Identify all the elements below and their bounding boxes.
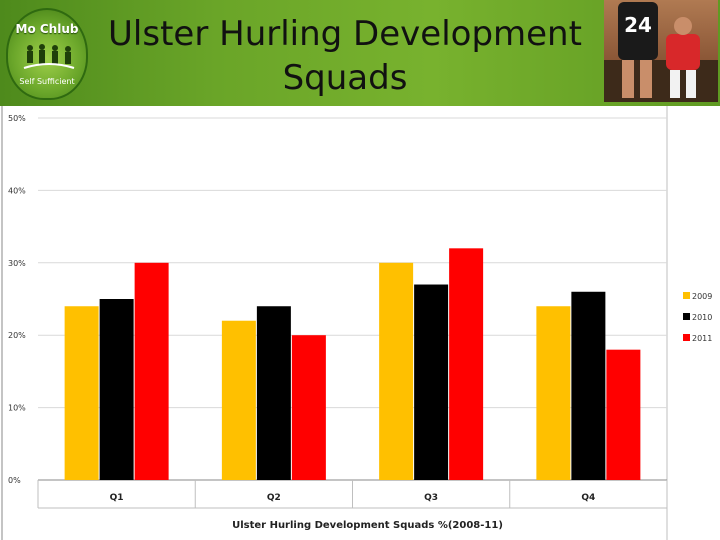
hurling-players-photo: 24 [604, 0, 718, 102]
slide-title: Ulster Hurling Development Squads [95, 12, 595, 100]
logo-bottom-text: Self Sufficient [19, 77, 75, 86]
x-tick-label: Q1 [110, 493, 124, 503]
legend-label: 2009 [692, 292, 712, 301]
legend-label: 2011 [692, 334, 712, 343]
legend-swatch [683, 313, 690, 320]
club-logo: Mo Chlub Self Sufficient [6, 8, 88, 100]
y-tick-label: 20% [8, 331, 26, 340]
y-tick-label: 0% [8, 476, 21, 485]
x-tick-label: Q3 [424, 493, 438, 503]
legend-swatch [683, 334, 690, 341]
bar-2009-Q2 [221, 320, 256, 480]
legend-swatch [683, 292, 690, 299]
x-tick-label: Q2 [267, 493, 281, 503]
bar-2011-Q4 [606, 349, 641, 480]
y-tick-label: 30% [8, 259, 26, 268]
x-tick-label: Q4 [581, 493, 595, 503]
legend-label: 2010 [692, 313, 712, 322]
bar-2009-Q3 [379, 262, 414, 480]
logo-top-text: Mo Chlub [15, 22, 79, 36]
bar-chart: 0% 10% 20% 30% 40% 50% Q1 Q2 Q3 Q4 Ulster Hurling … [1, 106, 712, 540]
y-tick-label: 40% [8, 186, 26, 195]
bar-2009-Q4 [536, 306, 571, 480]
title-line-1: Ulster Hurling Development [108, 14, 582, 54]
jersey-number: 24 [624, 13, 652, 37]
bar-2011-Q2 [291, 335, 326, 480]
bar-2010-Q3 [414, 284, 449, 480]
bar-2009-Q1 [64, 306, 99, 480]
bar-2011-Q1 [134, 262, 169, 480]
y-tick-label: 50% [8, 114, 26, 123]
players-photo-illustration: 24 [604, 2, 718, 102]
slide-header: Mo Chlub Self Sufficient Ulster Hurling … [0, 0, 720, 106]
x-axis-label: Ulster Hurling Development Squads %(2008… [232, 520, 503, 531]
bar-2010-Q2 [256, 306, 291, 480]
bar-2010-Q1 [99, 299, 134, 480]
bar-2010-Q4 [571, 291, 606, 480]
bar-2011-Q3 [449, 248, 484, 480]
players-icon [23, 44, 75, 69]
y-tick-label: 10% [8, 404, 26, 413]
title-line-2: Squads [282, 58, 408, 98]
